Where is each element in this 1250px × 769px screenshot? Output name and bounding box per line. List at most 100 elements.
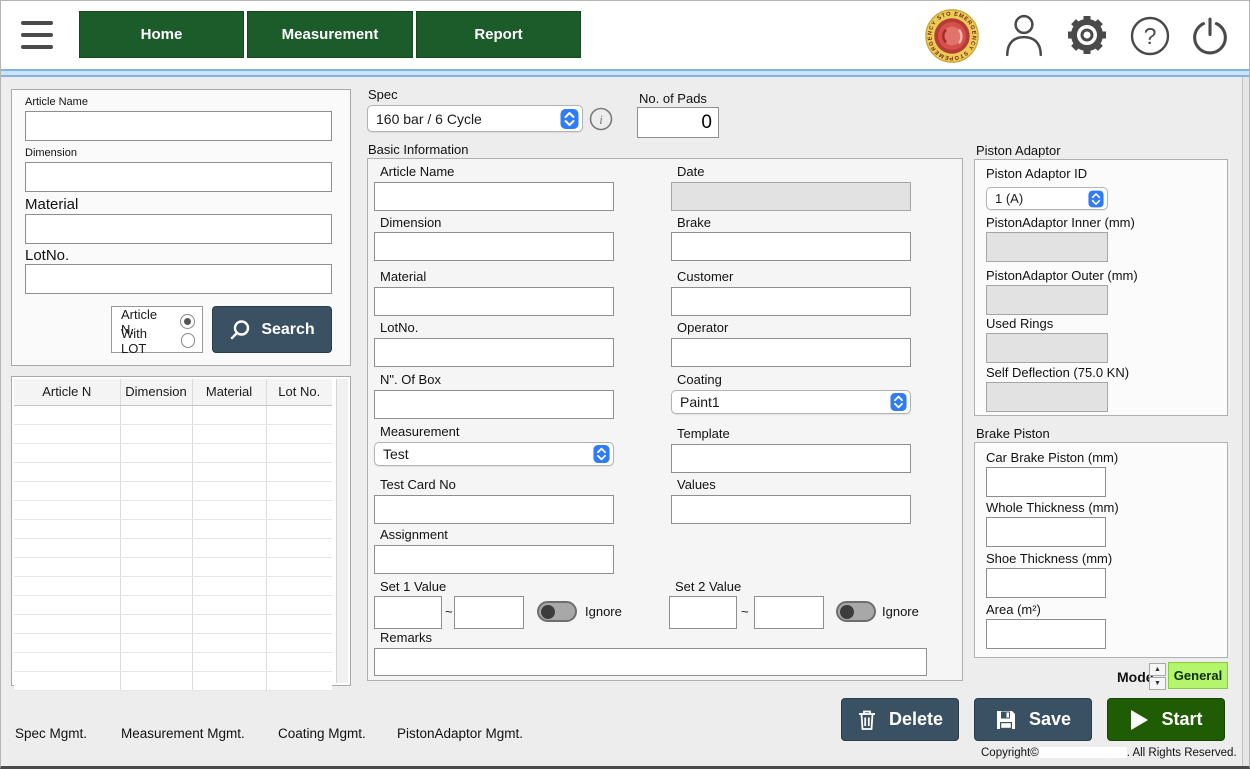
- car-brake-piston-input[interactable]: [986, 467, 1106, 497]
- bi-coating-select[interactable]: Paint1: [671, 390, 911, 414]
- spec-info-icon[interactable]: i: [589, 107, 613, 131]
- table-row[interactable]: [14, 595, 332, 615]
- hamburger-menu-icon[interactable]: [19, 17, 57, 53]
- set2-ignore-label: Ignore: [882, 604, 919, 619]
- start-button[interactable]: Start: [1107, 698, 1225, 741]
- mode-down-button[interactable]: ▼: [1149, 677, 1166, 690]
- bi-dimension-input[interactable]: [374, 232, 614, 261]
- radio-article-n-button[interactable]: [180, 314, 195, 329]
- help-icon[interactable]: ?: [1129, 15, 1171, 57]
- bi-n-of-box-input[interactable]: [374, 390, 614, 419]
- set2-min-input[interactable]: [669, 596, 737, 629]
- piston-adaptor-title: Piston Adaptor: [976, 143, 1061, 158]
- table-row[interactable]: [14, 633, 332, 653]
- window-scroll-strip[interactable]: [1242, 77, 1249, 766]
- table-row[interactable]: [14, 614, 332, 634]
- set1-max-input[interactable]: [454, 596, 524, 629]
- user-icon[interactable]: [1003, 13, 1045, 57]
- piston-adaptor-inner-label: PistonAdaptor Inner (mm): [986, 215, 1135, 230]
- search-material-input[interactable]: [25, 214, 332, 244]
- table-row[interactable]: [14, 576, 332, 596]
- col-lot-no[interactable]: Lot No.: [266, 379, 332, 406]
- bi-lotno-input[interactable]: [374, 338, 614, 367]
- table-row[interactable]: [14, 443, 332, 463]
- set2-max-input[interactable]: [754, 596, 824, 629]
- bi-material-input[interactable]: [374, 287, 614, 316]
- search-article-name-label: Article Name: [25, 96, 88, 108]
- spec-select[interactable]: 160 bar / 6 Cycle: [367, 105, 583, 132]
- nav-report-button[interactable]: Report: [416, 11, 581, 58]
- mode-general-label: General: [1173, 668, 1223, 683]
- table-row[interactable]: [14, 481, 332, 501]
- results-table-header[interactable]: Article N Dimension Material Lot No.: [14, 379, 332, 406]
- radio-with-lot-label: With LOT: [121, 325, 147, 356]
- set2-ignore-toggle[interactable]: [836, 601, 876, 622]
- nav-measurement-button[interactable]: Measurement: [247, 11, 413, 58]
- delete-button[interactable]: Delete: [841, 698, 959, 741]
- table-row[interactable]: [14, 519, 332, 539]
- bi-brake-input[interactable]: [671, 232, 911, 261]
- measurement-mgmt-link[interactable]: Measurement Mgmt.: [121, 726, 245, 741]
- gear-icon[interactable]: [1064, 13, 1110, 57]
- search-magnifier-icon: [231, 319, 250, 339]
- search-button[interactable]: Search: [212, 306, 332, 353]
- bi-brake-label: Brake: [677, 215, 711, 230]
- svg-text:i: i: [599, 112, 603, 127]
- search-mode-radio-group: Article N. With LOT: [111, 306, 203, 356]
- brake-piston-title: Brake Piston: [976, 426, 1050, 441]
- set1-ignore-label: Ignore: [585, 604, 622, 619]
- search-article-name-input[interactable]: [25, 111, 332, 141]
- table-row[interactable]: [14, 500, 332, 520]
- table-row[interactable]: [14, 557, 332, 577]
- coating-mgmt-link[interactable]: Coating Mgmt.: [278, 726, 366, 741]
- bi-article-name-input[interactable]: [374, 182, 614, 211]
- table-row[interactable]: [14, 671, 332, 691]
- table-row[interactable]: [14, 462, 332, 482]
- bi-customer-input[interactable]: [671, 287, 911, 316]
- results-table-scrollbar[interactable]: [336, 379, 348, 683]
- spec-mgmt-link[interactable]: Spec Mgmt.: [15, 726, 88, 741]
- toolbar-splitter[interactable]: [1, 69, 1249, 77]
- emergency-stop-icon[interactable]: EMERGENCY STOP EMERGENCY STOP: [923, 8, 981, 64]
- table-row[interactable]: [14, 538, 332, 558]
- no-of-pads-input[interactable]: [637, 107, 719, 138]
- col-material[interactable]: Material: [192, 379, 267, 406]
- results-table[interactable]: Article N Dimension Material Lot No.: [14, 379, 332, 691]
- table-row[interactable]: [14, 405, 332, 425]
- table-row[interactable]: [14, 652, 332, 672]
- power-icon[interactable]: [1189, 14, 1231, 57]
- col-dimension[interactable]: Dimension: [120, 379, 193, 406]
- whole-thickness-input[interactable]: [986, 517, 1106, 547]
- search-dimension-label: Dimension: [25, 147, 77, 159]
- shoe-thickness-input[interactable]: [986, 568, 1106, 598]
- mode-general-button[interactable]: General: [1168, 662, 1228, 689]
- bi-values-input[interactable]: [671, 495, 911, 524]
- mode-up-button[interactable]: ▲: [1149, 663, 1166, 676]
- search-dimension-input[interactable]: [25, 162, 332, 192]
- set1-min-input[interactable]: [374, 596, 442, 629]
- nav-home-label: Home: [140, 26, 183, 43]
- radio-article-n[interactable]: Article N.: [121, 307, 195, 337]
- remarks-input[interactable]: [374, 648, 927, 676]
- col-article-n[interactable]: Article N: [14, 379, 121, 406]
- search-lotno-input[interactable]: [25, 264, 332, 294]
- radio-with-lot-button[interactable]: [180, 333, 195, 348]
- table-row[interactable]: [14, 424, 332, 444]
- piston-adaptor-id-select[interactable]: 1 (A): [986, 187, 1108, 210]
- nav-measurement-label: Measurement: [281, 26, 379, 43]
- bi-values-label: Values: [677, 477, 716, 492]
- bi-assignment-input[interactable]: [374, 545, 614, 574]
- piston-adaptor-mgmt-link[interactable]: PistonAdaptor Mgmt.: [397, 726, 524, 741]
- select-stepper-icon: [1088, 190, 1104, 207]
- bi-test-card-no-input[interactable]: [374, 495, 614, 524]
- nav-home-button[interactable]: Home: [79, 11, 244, 58]
- set1-ignore-toggle[interactable]: [537, 601, 577, 622]
- area-input[interactable]: [986, 619, 1106, 649]
- bi-measurement-select[interactable]: Test: [374, 442, 614, 466]
- save-button[interactable]: Save: [974, 698, 1092, 741]
- radio-with-lot[interactable]: With LOT: [121, 326, 195, 356]
- self-deflection-input: [986, 382, 1108, 412]
- bi-operator-input[interactable]: [671, 338, 911, 367]
- bi-template-input[interactable]: [671, 444, 911, 473]
